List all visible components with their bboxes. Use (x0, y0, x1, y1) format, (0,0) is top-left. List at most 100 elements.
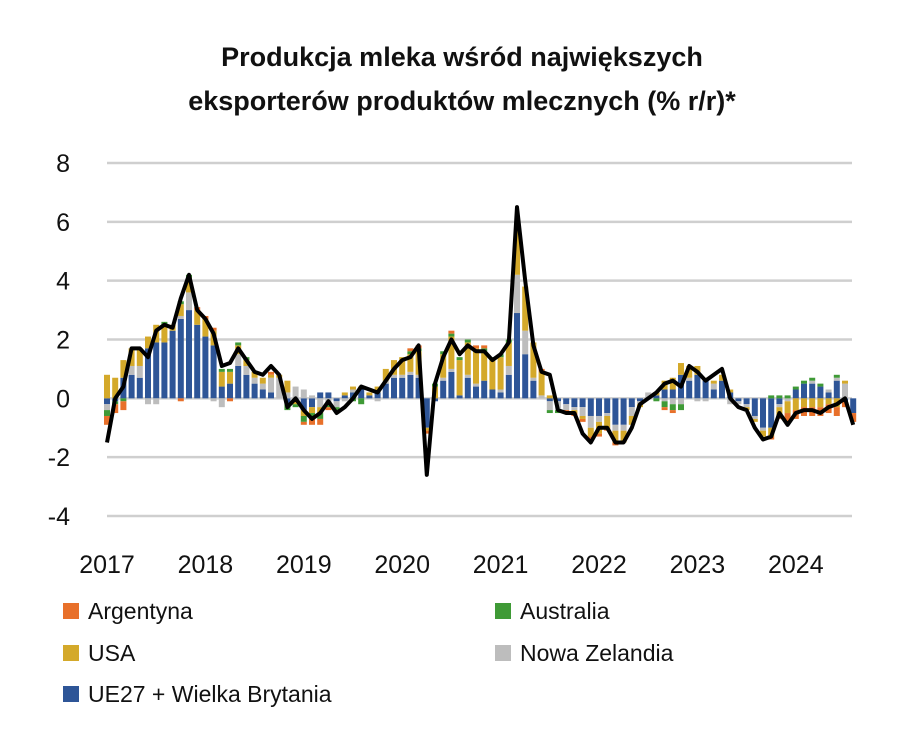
bar-segment (333, 398, 340, 402)
y-tick-label: -2 (48, 444, 70, 472)
bar-segment (325, 407, 332, 411)
bar-segment (563, 398, 570, 405)
bar-segment (407, 351, 414, 355)
bar-segment (522, 330, 529, 355)
bar-segment (309, 407, 315, 414)
bar-segment (579, 418, 586, 422)
legend-swatch (63, 603, 79, 619)
bar-segment (792, 398, 799, 411)
bar-segment (235, 354, 242, 366)
bar-segment (669, 404, 676, 411)
bar-segment (612, 398, 619, 425)
bar-segment (661, 389, 668, 399)
bar-segment (251, 383, 258, 399)
gridlines (107, 161, 852, 518)
legend-swatch (63, 686, 79, 702)
bar-segment (694, 374, 701, 399)
bar-segment (661, 401, 668, 408)
bar-segment (243, 365, 250, 375)
bar-segment (120, 401, 127, 411)
bar-segment (284, 392, 291, 399)
bar-segment (555, 398, 561, 402)
bar-segment (661, 407, 668, 411)
bar-segment (768, 398, 775, 428)
bar-segment (817, 383, 824, 387)
bar-segment (473, 386, 479, 399)
bar-segment (678, 398, 684, 405)
y-tick-label: 0 (56, 385, 70, 413)
bar-segment (300, 410, 307, 416)
bar-segment (309, 413, 315, 419)
bar-segment (719, 374, 725, 381)
bar-segment (596, 433, 602, 437)
legend-swatch (63, 645, 79, 661)
bar-segment (177, 398, 184, 402)
bar-segment (473, 345, 479, 349)
bar-segment (317, 413, 324, 419)
bar-segment (259, 383, 266, 390)
legend: Argentyna Australia USA Nowa Zelandia UE27 +… (63, 598, 674, 707)
bar-segment (850, 398, 857, 414)
bar-segment (423, 430, 430, 434)
bar-segment (514, 274, 520, 314)
bar-segment (104, 374, 110, 399)
bar-segment (333, 401, 340, 408)
bar-segment (300, 415, 307, 422)
bar-segment (669, 377, 676, 390)
bar-segment (817, 398, 824, 408)
bar-segment (587, 427, 594, 437)
bar-segment (382, 368, 389, 381)
bar-segment (440, 377, 447, 381)
bar-segment (210, 345, 217, 399)
bar-segment (604, 415, 611, 428)
bar-segment (218, 371, 225, 387)
bar-segment (596, 398, 602, 416)
bar-segment (743, 404, 750, 408)
bar-segment (382, 383, 389, 399)
bar-segment (784, 398, 791, 402)
bar-segment (235, 342, 242, 346)
bar-segment (259, 389, 266, 399)
y-tick-label: 8 (56, 150, 70, 178)
bar-segment (809, 380, 816, 384)
bar-segment (112, 377, 119, 399)
bar-segment (473, 383, 479, 387)
x-tick-label: 2018 (178, 551, 234, 579)
bar-segment (628, 398, 635, 408)
bar-segment (251, 377, 258, 384)
bar-segment (333, 407, 340, 411)
bar-segment (120, 398, 127, 402)
bar-segment (350, 386, 356, 390)
bar-segment (587, 415, 594, 428)
bar-segment (276, 377, 283, 399)
bar-segment (768, 395, 775, 399)
bar-segment (309, 398, 315, 408)
bar-segment (727, 398, 734, 405)
x-tick-label: 2019 (276, 551, 332, 579)
bar-segment (719, 380, 725, 399)
bar-segment (792, 386, 799, 390)
bar-segment (760, 430, 766, 437)
bar-segment (645, 392, 652, 399)
bar-segment (817, 386, 824, 399)
bar-segment (358, 398, 365, 405)
bar-segment (784, 413, 791, 422)
bar-segment (497, 392, 504, 399)
bar-segment (579, 415, 586, 419)
bar-segment (300, 389, 307, 399)
bar-segment (473, 348, 479, 384)
bar-segment (317, 398, 324, 408)
x-tick-label: 2024 (768, 551, 824, 579)
bar-segment (268, 377, 274, 393)
bar-segment (136, 377, 143, 399)
bar-segment (710, 383, 717, 390)
bar-segment (104, 415, 110, 425)
bar-segment (309, 418, 315, 425)
bar-segment (415, 377, 422, 399)
bar-segment (825, 389, 832, 393)
bar-segment (104, 398, 110, 405)
bar-segment (448, 368, 455, 372)
bar-segment (145, 398, 151, 405)
bar-segment (186, 292, 192, 311)
bar-segment (177, 304, 184, 316)
